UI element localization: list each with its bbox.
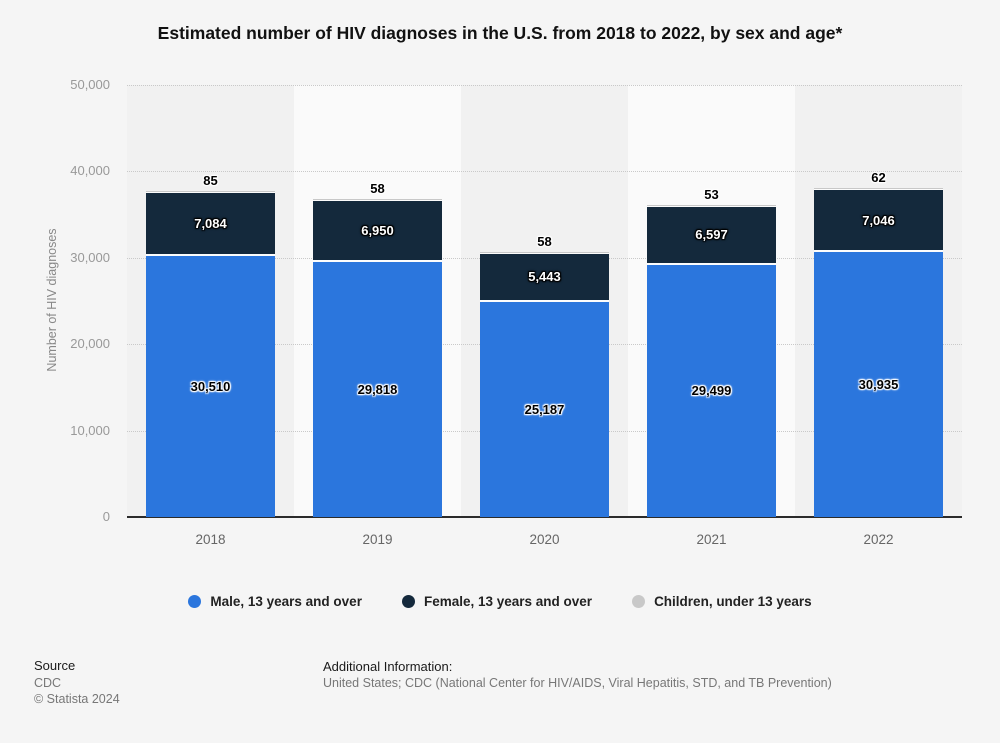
bar-label-children-2019: 58 <box>370 180 385 196</box>
footer-additional-block: Additional Information: United States; C… <box>323 658 832 692</box>
additional-info-value: United States; CDC (National Center for … <box>323 676 832 690</box>
legend-label: Male, 13 years and over <box>210 594 362 609</box>
bar-label-male-2018: 30,510 <box>190 378 231 394</box>
bar-segment-female-2021[interactable]: 6,597 <box>647 206 776 263</box>
bar-2022[interactable]: 62 7,046 30,935 <box>814 170 943 517</box>
segment-gap <box>814 189 943 191</box>
bar-segment-male-2021[interactable]: 29,499 <box>647 264 776 517</box>
bar-segment-female-2019[interactable]: 6,950 <box>313 200 442 260</box>
legend-item-male[interactable]: Male, 13 years and over <box>188 594 362 609</box>
segment-gap <box>647 262 776 265</box>
source-label: Source <box>34 658 76 673</box>
bar-segment-children-2018[interactable]: 85 <box>146 173 275 193</box>
bar-label-children-2022: 62 <box>871 170 886 186</box>
bar-label-children-2021: 53 <box>704 186 719 202</box>
bar-label-male-2019: 29,818 <box>357 381 398 397</box>
bar-label-male-2021: 29,499 <box>691 383 732 399</box>
segment-gap <box>313 199 442 201</box>
legend-label: Children, under 13 years <box>654 594 812 609</box>
statista-copyright: © Statista 2024 <box>34 692 120 706</box>
segment-gap <box>480 299 609 302</box>
bar-2021[interactable]: 53 6,597 29,499 <box>647 187 776 517</box>
bar-label-female-2022: 7,046 <box>862 212 895 228</box>
bar-segment-male-2019[interactable]: 29,818 <box>313 261 442 517</box>
bar-segment-male-2018[interactable]: 30,510 <box>146 255 275 517</box>
bar-label-male-2022: 30,935 <box>858 377 899 393</box>
legend-bullet-icon <box>632 595 646 608</box>
bar-segment-children-2021[interactable]: 53 <box>647 187 776 206</box>
y-tick-40,000: 40,000 <box>70 163 110 179</box>
gridline-50,000 <box>127 85 962 86</box>
bar-label-male-2020: 25,187 <box>524 401 565 417</box>
x-axis-line <box>127 516 962 518</box>
bar-segment-children-2019[interactable]: 58 <box>313 181 442 200</box>
legend-bullet-icon <box>401 595 415 608</box>
bar-2019[interactable]: 58 6,950 29,818 <box>313 181 442 517</box>
bar-label-children-2020: 58 <box>537 233 552 249</box>
segment-gap <box>146 253 275 256</box>
segment-gap <box>647 205 776 207</box>
bar-segment-male-2020[interactable]: 25,187 <box>480 301 609 517</box>
bar-segment-children-2022[interactable]: 62 <box>814 170 943 190</box>
gridline-40,000 <box>127 171 962 173</box>
legend-item-female[interactable]: Female, 13 years and over <box>401 594 593 609</box>
bar-2018[interactable]: 85 7,084 30,510 <box>146 173 275 517</box>
chart-title: Estimated number of HIV diagnoses in the… <box>157 23 843 43</box>
bar-segment-female-2018[interactable]: 7,084 <box>146 193 275 254</box>
x-tick-2020: 2020 <box>529 532 560 547</box>
segment-gap <box>480 252 609 254</box>
bar-label-female-2020: 5,443 <box>528 269 561 285</box>
legend-label: Female, 13 years and over <box>423 594 593 609</box>
bar-segment-female-2022[interactable]: 7,046 <box>814 190 943 251</box>
x-tick-2022: 2022 <box>863 532 894 547</box>
segment-gap <box>814 250 943 253</box>
y-tick-50,000: 50,000 <box>70 77 110 92</box>
chart-legend: Male, 13 years and over Female, 13 years … <box>0 594 1000 609</box>
bar-label-female-2021: 6,597 <box>695 227 728 243</box>
bar-segment-children-2020[interactable]: 58 <box>480 234 609 253</box>
x-tick-2021: 2021 <box>696 532 727 547</box>
y-tick-10,000: 10,000 <box>70 422 110 438</box>
bar-label-children-2018: 85 <box>203 173 218 189</box>
y-axis-title: Number of HIV diagnoses <box>45 228 59 372</box>
legend-item-children[interactable]: Children, under 13 years <box>632 594 812 609</box>
x-tick-2019: 2019 <box>362 532 393 547</box>
bar-segment-female-2020[interactable]: 5,443 <box>480 253 609 300</box>
legend-bullet-icon <box>188 595 202 608</box>
source-value[interactable]: CDC <box>34 675 62 690</box>
x-tick-2018: 2018 <box>195 532 226 547</box>
segment-gap <box>146 192 275 194</box>
y-tick-0: 0 <box>102 509 110 524</box>
additional-info-label: Additional Information: <box>323 659 453 674</box>
footer-source-block: Source CDC © Statista 2024 <box>34 658 120 708</box>
y-tick-20,000: 20,000 <box>70 336 110 352</box>
bar-segment-male-2022[interactable]: 30,935 <box>814 252 943 517</box>
bar-label-female-2018: 7,084 <box>194 216 227 232</box>
y-tick-30,000: 30,000 <box>70 249 110 265</box>
bar-label-female-2019: 6,950 <box>361 222 394 238</box>
segment-gap <box>313 259 442 262</box>
bar-2020[interactable]: 58 5,443 25,187 <box>480 234 609 517</box>
